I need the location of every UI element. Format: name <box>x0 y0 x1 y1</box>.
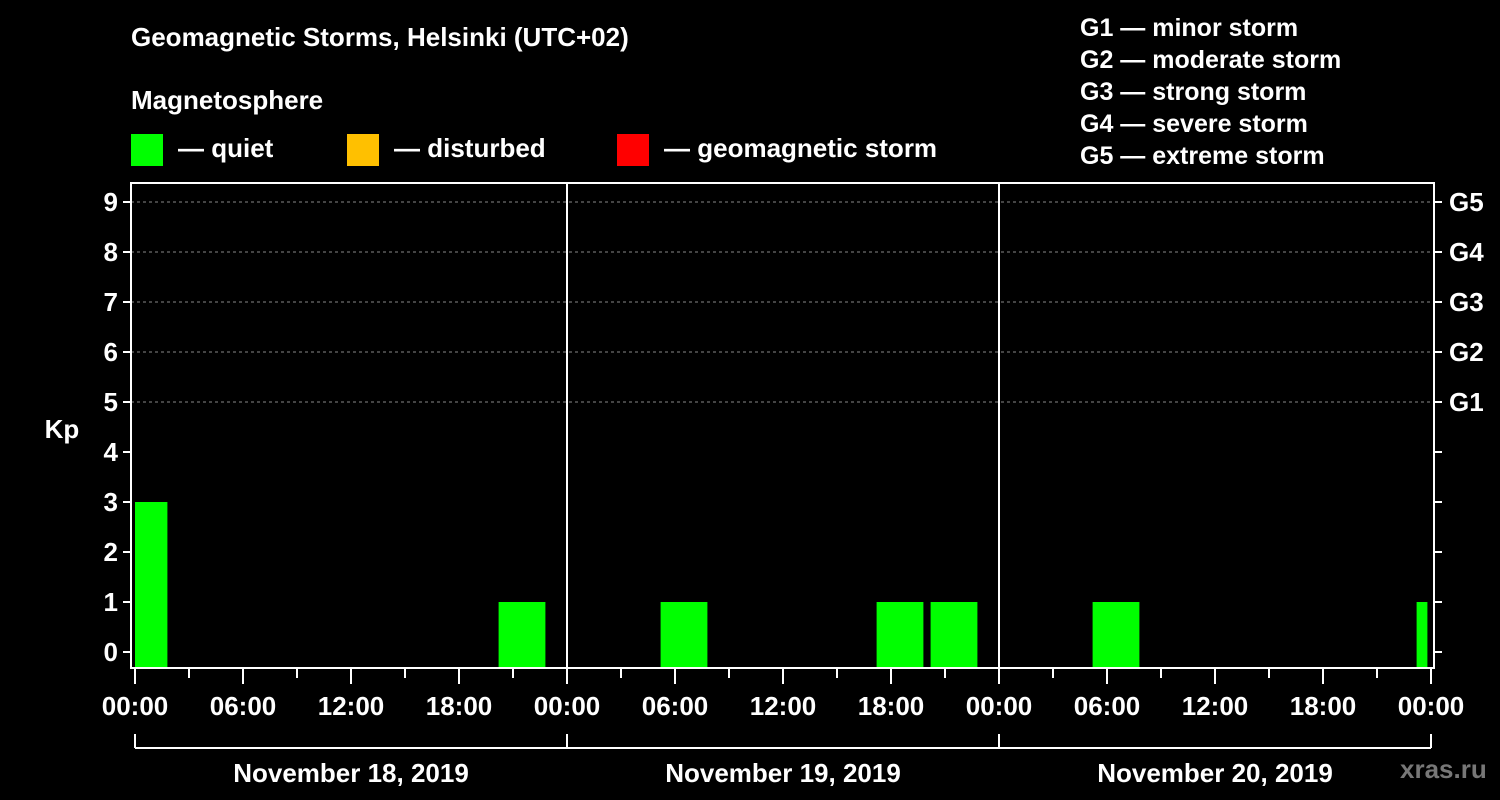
y-tick-label-5: 5 <box>104 387 118 417</box>
y-tick-label-9: 9 <box>104 187 118 217</box>
x-tick-label-5: 06:00 <box>642 691 709 721</box>
kp-bar-2 <box>660 602 708 668</box>
y-tick-label-1: 1 <box>104 587 118 617</box>
kp-bar-5 <box>1092 602 1140 668</box>
x-tick-label-7: 18:00 <box>858 691 925 721</box>
storm-level-label-g1: G1 <box>1449 387 1484 417</box>
kp-bar-4 <box>930 602 978 668</box>
storm-scale-g3: G3 — strong storm <box>1080 78 1307 106</box>
watermark: xras.ru <box>1400 754 1487 784</box>
day-label-2: November 20, 2019 <box>1097 758 1333 788</box>
x-tick-label-9: 06:00 <box>1074 691 1141 721</box>
legend-label-disturbed: — disturbed <box>394 133 546 163</box>
storm-level-label-g4: G4 <box>1449 237 1484 267</box>
y-tick-label-7: 7 <box>104 287 118 317</box>
x-tick-label-12: 00:00 <box>1398 691 1465 721</box>
x-tick-label-11: 18:00 <box>1290 691 1357 721</box>
storm-level-label-g5: G5 <box>1449 187 1484 217</box>
legend-swatch-storm <box>617 134 649 166</box>
kp-bar-6 <box>1416 602 1428 668</box>
storm-level-label-g3: G3 <box>1449 287 1484 317</box>
legend-swatch-disturbed <box>347 134 379 166</box>
y-tick-label-4: 4 <box>104 437 119 467</box>
x-tick-label-3: 18:00 <box>426 691 493 721</box>
x-tick-label-0: 00:00 <box>102 691 169 721</box>
chart-title: Geomagnetic Storms, Helsinki (UTC+02) <box>131 22 629 52</box>
legend-swatch-quiet <box>131 134 163 166</box>
kp-bar-0 <box>135 502 168 668</box>
day-label-1: November 19, 2019 <box>665 758 901 788</box>
kp-bar-1 <box>498 602 546 668</box>
y-tick-label-0: 0 <box>104 637 118 667</box>
x-tick-label-2: 12:00 <box>318 691 385 721</box>
storm-scale-g1: G1 — minor storm <box>1080 14 1299 42</box>
storm-scale-g5: G5 — extreme storm <box>1080 142 1325 170</box>
storm-level-label-g2: G2 <box>1449 337 1484 367</box>
x-tick-label-10: 12:00 <box>1182 691 1249 721</box>
x-tick-label-8: 00:00 <box>966 691 1033 721</box>
plot-frame <box>130 182 1435 669</box>
x-tick-label-6: 12:00 <box>750 691 817 721</box>
kp-bar-3 <box>876 602 924 668</box>
y-tick-label-3: 3 <box>104 487 118 517</box>
storm-scale-g2: G2 — moderate storm <box>1080 46 1342 74</box>
x-tick-label-1: 06:00 <box>210 691 277 721</box>
y-axis-label: Kp <box>45 414 80 444</box>
legend-label-quiet: — quiet <box>178 133 274 163</box>
y-tick-label-2: 2 <box>104 537 118 567</box>
legend-label-storm: — geomagnetic storm <box>664 133 938 163</box>
x-tick-label-4: 00:00 <box>534 691 601 721</box>
chart-subtitle: Magnetosphere <box>131 85 324 115</box>
y-tick-label-6: 6 <box>104 337 118 367</box>
day-label-0: November 18, 2019 <box>233 758 469 788</box>
y-tick-label-8: 8 <box>104 237 118 267</box>
storm-scale-g4: G4 — severe storm <box>1080 110 1308 138</box>
